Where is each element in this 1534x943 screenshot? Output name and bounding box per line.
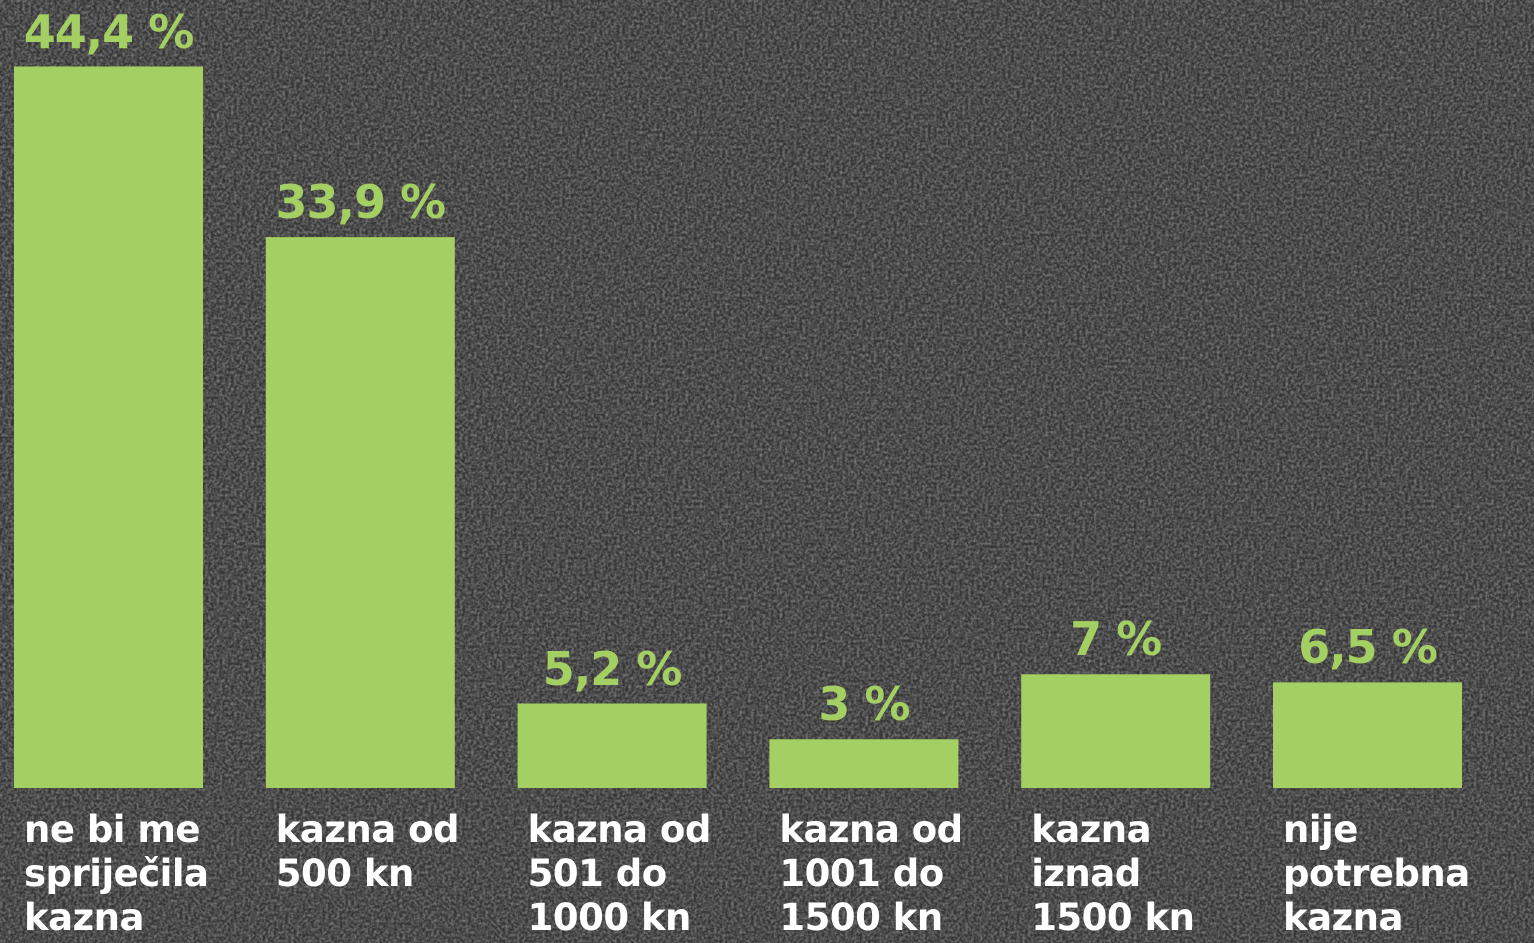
- value-label: 33,9 %: [275, 175, 446, 230]
- bar: [1273, 682, 1462, 788]
- value-label: 44,4 %: [23, 4, 195, 59]
- category-label: kazna od 501 do 1000 kn: [527, 808, 712, 939]
- value-label: 7 %: [1070, 612, 1162, 667]
- bar: [1021, 674, 1211, 788]
- category-label: kazna od 500 kn: [275, 808, 460, 895]
- value-label: 3 %: [818, 677, 910, 732]
- value-label: 6,5 %: [1298, 620, 1438, 675]
- value-label: 5,2 %: [542, 641, 683, 696]
- category-label: ne bi me spriječila kazna: [24, 808, 209, 939]
- category-label: nije potrebna kazna: [1283, 808, 1470, 939]
- bar: [517, 703, 707, 788]
- bar: [265, 237, 455, 788]
- category-label: kazna iznad 1500 kn: [1031, 808, 1195, 939]
- bar: [14, 66, 203, 788]
- bar: [769, 739, 959, 788]
- category-label: kazna od 1001 do 1500 kn: [779, 808, 963, 939]
